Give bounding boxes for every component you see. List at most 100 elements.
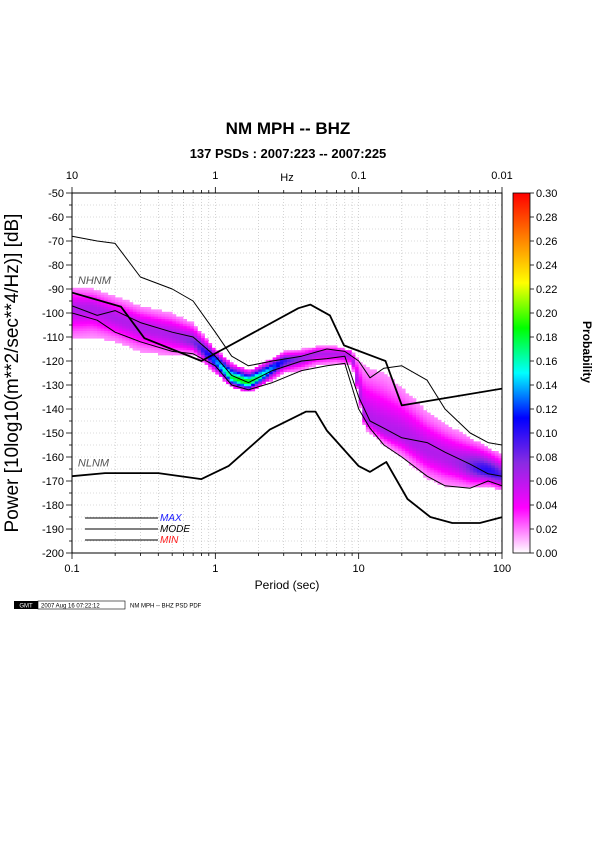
density-cell bbox=[355, 367, 360, 370]
density-cell bbox=[197, 347, 202, 351]
density-cell bbox=[340, 359, 345, 363]
density-cell bbox=[269, 374, 274, 377]
density-cell bbox=[82, 331, 87, 334]
density-cell bbox=[322, 352, 327, 356]
density-cell bbox=[197, 331, 202, 334]
density-cell bbox=[240, 374, 245, 377]
density-cell bbox=[362, 393, 367, 397]
density-cell bbox=[186, 323, 191, 327]
density-cell bbox=[118, 319, 123, 322]
density-cell bbox=[419, 458, 424, 461]
density-cell bbox=[380, 388, 385, 392]
density-cell bbox=[355, 364, 360, 368]
density-cell bbox=[211, 347, 216, 351]
density-cell bbox=[147, 309, 152, 313]
density-cell bbox=[369, 388, 374, 392]
density-cell bbox=[233, 371, 238, 375]
density-cell bbox=[190, 338, 195, 341]
density-cell bbox=[423, 427, 428, 430]
density-cell bbox=[290, 364, 295, 368]
density-cell bbox=[107, 299, 112, 303]
density-cell bbox=[441, 429, 446, 433]
density-cell bbox=[226, 364, 231, 368]
density-cell bbox=[462, 479, 467, 483]
density-cell bbox=[466, 441, 471, 445]
density-cell bbox=[459, 448, 463, 452]
density-cell bbox=[154, 328, 159, 332]
density-cell bbox=[444, 439, 449, 442]
density-cell bbox=[179, 350, 184, 353]
density-cell bbox=[301, 350, 306, 353]
density-cell bbox=[480, 484, 485, 488]
density-cell bbox=[383, 422, 388, 425]
density-cell bbox=[287, 362, 291, 365]
density-cell bbox=[154, 314, 159, 317]
density-cell bbox=[426, 467, 431, 471]
density-cell bbox=[72, 304, 76, 308]
density-cell bbox=[448, 455, 453, 459]
density-cell bbox=[111, 338, 116, 341]
density-cell bbox=[165, 326, 170, 329]
density-cell bbox=[172, 323, 177, 327]
density-cell bbox=[337, 359, 342, 363]
density-cell bbox=[186, 343, 191, 346]
density-cell bbox=[494, 479, 499, 483]
density-cell bbox=[462, 472, 467, 476]
density-cell bbox=[387, 381, 392, 385]
density-cell bbox=[100, 311, 105, 315]
density-cell bbox=[140, 316, 145, 320]
density-cell bbox=[401, 427, 406, 430]
density-cell bbox=[136, 338, 141, 341]
density-cell bbox=[455, 458, 460, 461]
density-cell bbox=[136, 335, 141, 339]
density-cell bbox=[244, 376, 248, 380]
density-cell bbox=[93, 307, 98, 310]
density-cell bbox=[251, 383, 256, 387]
density-cell bbox=[125, 343, 130, 346]
density-cell bbox=[312, 359, 317, 363]
density-cell bbox=[390, 415, 395, 418]
colorbar-tick-label: 0.30 bbox=[536, 188, 557, 200]
density-cell bbox=[111, 307, 116, 310]
density-cell bbox=[419, 448, 424, 452]
density-cell bbox=[419, 407, 424, 411]
density-cell bbox=[132, 331, 137, 334]
density-cell bbox=[261, 364, 266, 368]
density-cell bbox=[154, 331, 159, 334]
density-cell bbox=[362, 388, 367, 392]
density-cell bbox=[405, 424, 410, 428]
density-cell bbox=[426, 422, 431, 425]
density-cell bbox=[412, 427, 417, 430]
density-cell bbox=[383, 434, 388, 437]
density-cell bbox=[383, 412, 388, 416]
density-cell bbox=[197, 338, 202, 341]
density-cell bbox=[451, 465, 456, 469]
density-cell bbox=[426, 439, 431, 442]
density-cell bbox=[441, 479, 446, 483]
density-cell bbox=[494, 463, 499, 466]
density-cell bbox=[247, 369, 252, 373]
density-cell bbox=[136, 311, 141, 315]
density-cell bbox=[154, 309, 159, 313]
density-cell bbox=[405, 398, 410, 401]
density-cell bbox=[412, 448, 417, 452]
density-cell bbox=[337, 350, 342, 353]
density-cell bbox=[473, 441, 478, 445]
density-cell bbox=[104, 292, 109, 296]
density-cell bbox=[100, 302, 105, 305]
density-cell bbox=[254, 371, 259, 375]
density-cell bbox=[369, 393, 374, 397]
density-cell bbox=[72, 333, 76, 337]
density-cell bbox=[473, 448, 478, 452]
density-cell bbox=[380, 407, 385, 411]
density-cell bbox=[498, 487, 502, 490]
density-cell bbox=[82, 287, 87, 291]
density-cell bbox=[491, 479, 496, 483]
density-cell bbox=[175, 347, 180, 351]
density-cell bbox=[487, 470, 492, 473]
density-cell bbox=[387, 446, 392, 449]
density-cell bbox=[240, 371, 245, 375]
density-cell bbox=[75, 319, 80, 322]
density-cell bbox=[175, 319, 180, 322]
